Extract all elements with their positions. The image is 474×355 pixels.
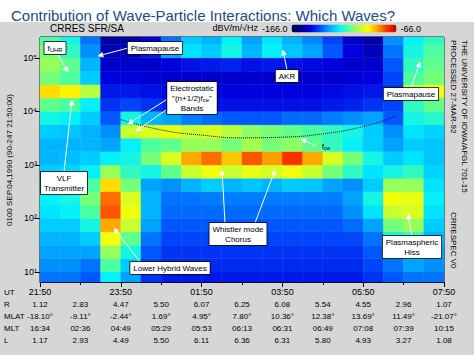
svg-text:4.47: 4.47 [113,300,129,309]
svg-text:10.36°: 10.36° [271,312,294,321]
svg-text:04:49: 04:49 [111,324,132,333]
svg-text:10¹: 10¹ [24,267,37,277]
svg-text:ce: ce [324,145,331,151]
svg-text:5.50: 5.50 [153,336,169,345]
svg-text:THE UNIVERSITY OF IOWA/AFGL 70: THE UNIVERSITY OF IOWA/AFGL 701-15 [460,40,469,193]
svg-text:4.95°: 4.95° [192,312,211,321]
svg-text:12.38°: 12.38° [311,312,334,321]
svg-text:6.25: 6.25 [234,300,250,309]
svg-text:21:50: 21:50 [29,287,52,297]
svg-text:dBV/m/√Hz: dBV/m/√Hz [213,23,259,33]
svg-text:"(n+1/2)f: "(n+1/2)f [172,94,203,103]
svg-text:2.83: 2.83 [73,300,89,309]
svg-text:UT: UT [4,288,15,297]
svg-text:AKR: AKR [279,72,296,81]
svg-text:10³: 10³ [24,160,37,170]
svg-text:10:15: 10:15 [434,324,455,333]
svg-text:CRRESPEC V0: CRRESPEC V0 [449,212,458,269]
svg-text:-21.07°: -21.07° [431,312,457,321]
svg-text:07:39: 07:39 [394,324,415,333]
svg-text:R: R [4,300,10,309]
svg-text:03:50: 03:50 [271,287,294,297]
svg-text:05:29: 05:29 [151,324,172,333]
svg-text:Electrostatic: Electrostatic [170,84,214,93]
svg-text:7.80°: 7.80° [233,312,252,321]
svg-text:1.69°: 1.69° [152,312,171,321]
svg-text:4.55: 4.55 [355,300,371,309]
svg-text:1.07: 1.07 [436,300,452,309]
svg-text:Lower Hybrid Waves: Lower Hybrid Waves [133,264,207,273]
svg-text:06:49: 06:49 [313,324,334,333]
svg-text:PROCESSED 27-MAR-92: PROCESSED 27-MAR-92 [449,40,458,134]
svg-text:6.08: 6.08 [275,300,291,309]
svg-text:11.49°: 11.49° [392,312,415,321]
svg-text:4.49: 4.49 [113,336,129,345]
svg-text:05:50: 05:50 [352,287,375,297]
svg-text:L: L [4,336,9,345]
svg-text:05:53: 05:53 [192,324,213,333]
svg-text:CRRES SFR/SA: CRRES SFR/SA [50,23,124,34]
svg-text:-166.0: -166.0 [262,24,288,34]
svg-text:-2.44°: -2.44° [110,312,131,321]
svg-text:UHR: UHR [50,47,64,53]
svg-text:5.54: 5.54 [315,300,331,309]
svg-text:-66.0: -66.0 [401,24,422,34]
svg-text:1.12: 1.12 [32,300,48,309]
svg-text:Transmitter: Transmitter [44,184,84,193]
svg-text:1.17: 1.17 [32,336,48,345]
svg-text:16:34: 16:34 [30,324,51,333]
svg-text:0100 SEP.04,1990 (90-247 21:50: 0100 SEP.04,1990 (90-247 21:50:00) [5,94,14,226]
svg-text:10⁴: 10⁴ [23,106,37,116]
svg-text:06:31: 06:31 [272,324,293,333]
svg-text:4.93: 4.93 [355,336,371,345]
svg-text:6.36: 6.36 [234,336,250,345]
svg-text:": " [209,94,212,103]
svg-text:Hiss: Hiss [404,248,420,257]
svg-text:MLT: MLT [4,324,20,333]
svg-text:5.50: 5.50 [153,300,169,309]
svg-text:ce: ce [202,97,210,103]
svg-text:02:36: 02:36 [70,324,91,333]
svg-text:6.07: 6.07 [194,300,210,309]
svg-text:Whistler mode: Whistler mode [212,225,264,234]
svg-text:13.69°: 13.69° [352,312,375,321]
svg-text:Bands: Bands [181,104,204,113]
svg-text:10²: 10² [24,213,37,223]
svg-text:Chorus: Chorus [225,235,251,244]
svg-text:5.80: 5.80 [315,336,331,345]
svg-text:01:50: 01:50 [190,287,213,297]
svg-text:1.08: 1.08 [436,336,452,345]
svg-text:Plasmapause: Plasmapause [131,44,180,53]
svg-text:Contribution of Wave-Particle: Contribution of Wave-Particle Interactio… [11,7,395,24]
svg-text:VLF: VLF [57,174,72,183]
svg-text:6.31: 6.31 [275,336,291,345]
svg-text:23:50: 23:50 [110,287,133,297]
svg-text:6.11: 6.11 [194,336,210,345]
svg-text:-18.10°: -18.10° [27,312,53,321]
svg-text:2.93: 2.93 [73,336,89,345]
svg-text:2.96: 2.96 [396,300,412,309]
svg-text:07:50: 07:50 [433,287,456,297]
svg-text:Plasmaspheric: Plasmaspheric [386,238,438,247]
svg-text:06:13: 06:13 [232,324,253,333]
svg-text:10⁵: 10⁵ [23,53,37,63]
svg-text:3.27: 3.27 [396,336,412,345]
svg-text:-9.11°: -9.11° [70,312,91,321]
svg-text:Plasmapause: Plasmapause [387,90,436,99]
svg-text:07:08: 07:08 [353,324,374,333]
svg-text:MLAT: MLAT [4,312,25,321]
